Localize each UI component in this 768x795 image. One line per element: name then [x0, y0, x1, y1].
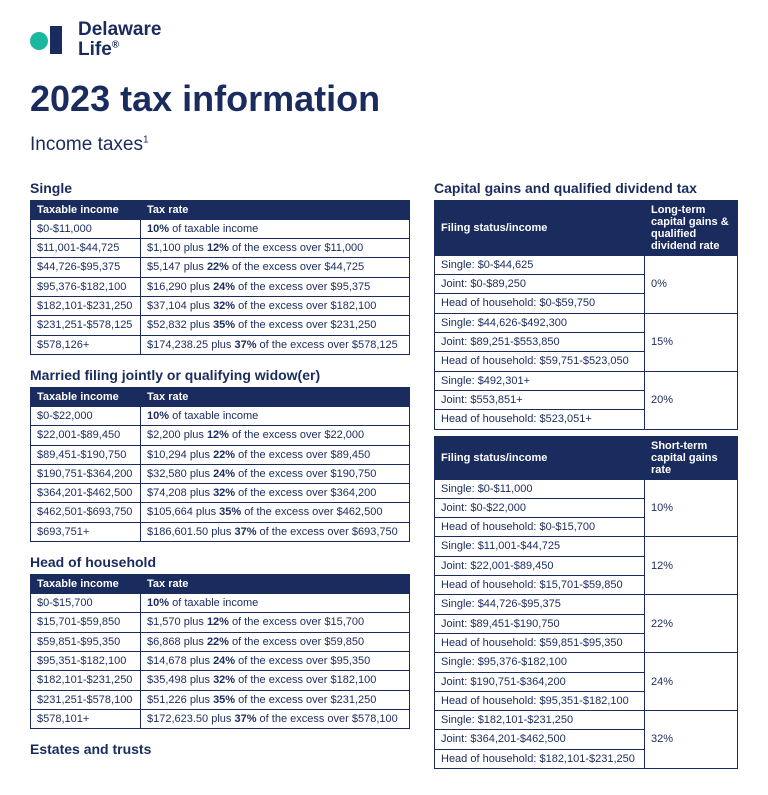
table-row: $364,201-$462,500$74,208 plus 32% of the…	[31, 484, 410, 503]
heading-capgains: Capital gains and qualified dividend tax	[434, 180, 738, 196]
table-row: Single: $95,376-$182,10024%	[435, 653, 738, 672]
table-row: $190,751-$364,200$32,580 plus 24% of the…	[31, 464, 410, 483]
table-row: $95,376-$182,100$16,290 plus 24% of the …	[31, 277, 410, 296]
table-row: $95,351-$182,100$14,678 plus 24% of the …	[31, 651, 410, 670]
table-row: $0-$11,00010% of taxable income	[31, 219, 410, 238]
table-row: $59,851-$95,350$6,868 plus 22% of the ex…	[31, 632, 410, 651]
table-row: Single: $44,626-$492,30015%	[435, 313, 738, 332]
brand-header: Delaware Life®	[30, 20, 738, 60]
section-income-taxes: Income taxes1	[30, 134, 738, 156]
table-row: $231,251-$578,100$51,226 plus 35% of the…	[31, 690, 410, 709]
heading-hoh: Head of household	[30, 554, 410, 570]
table-row: $89,451-$190,750$10,294 plus 22% of the …	[31, 445, 410, 464]
table-row: $693,751+$186,601.50 plus 37% of the exc…	[31, 522, 410, 541]
table-row: Single: $0-$11,00010%	[435, 479, 738, 498]
table-row: $182,101-$231,250$35,498 plus 32% of the…	[31, 671, 410, 690]
heading-estates: Estates and trusts	[30, 741, 410, 757]
table-married: Taxable incomeTax rate$0-$22,00010% of t…	[30, 387, 410, 542]
heading-single: Single	[30, 180, 410, 196]
table-shortterm: Filing status/incomeShort-term capital g…	[434, 436, 738, 769]
table-longterm: Filing status/incomeLong-term capital ga…	[434, 200, 738, 430]
table-row: $578,101+$172,623.50 plus 37% of the exc…	[31, 709, 410, 728]
delaware-life-logo	[30, 26, 68, 54]
table-row: $182,101-$231,250$37,104 plus 32% of the…	[31, 297, 410, 316]
table-row: $231,251-$578,125$52,832 plus 35% of the…	[31, 316, 410, 335]
table-row: Single: $182,101-$231,25032%	[435, 711, 738, 730]
table-hoh: Taxable incomeTax rate$0-$15,70010% of t…	[30, 574, 410, 729]
table-row: $578,126+$174,238.25 plus 37% of the exc…	[31, 335, 410, 354]
brand-name: Delaware Life®	[78, 20, 161, 60]
table-row: $44,726-$95,375$5,147 plus 22% of the ex…	[31, 258, 410, 277]
table-row: $22,001-$89,450$2,200 plus 12% of the ex…	[31, 426, 410, 445]
table-row: Single: $11,001-$44,72512%	[435, 537, 738, 556]
page-title: 2023 tax information	[30, 78, 738, 120]
table-row: $0-$22,00010% of taxable income	[31, 406, 410, 425]
table-single: Taxable incomeTax rate$0-$11,00010% of t…	[30, 200, 410, 355]
table-row: Single: $44,726-$95,37522%	[435, 595, 738, 614]
table-row: $15,701-$59,850$1,570 plus 12% of the ex…	[31, 613, 410, 632]
table-row: Single: $0-$44,6250%	[435, 255, 738, 274]
table-row: $11,001-$44,725$1,100 plus 12% of the ex…	[31, 239, 410, 258]
table-row: $462,501-$693,750$105,664 plus 35% of th…	[31, 503, 410, 522]
table-row: Single: $492,301+20%	[435, 371, 738, 390]
heading-married: Married filing jointly or qualifying wid…	[30, 367, 410, 383]
table-row: $0-$15,70010% of taxable income	[31, 594, 410, 613]
